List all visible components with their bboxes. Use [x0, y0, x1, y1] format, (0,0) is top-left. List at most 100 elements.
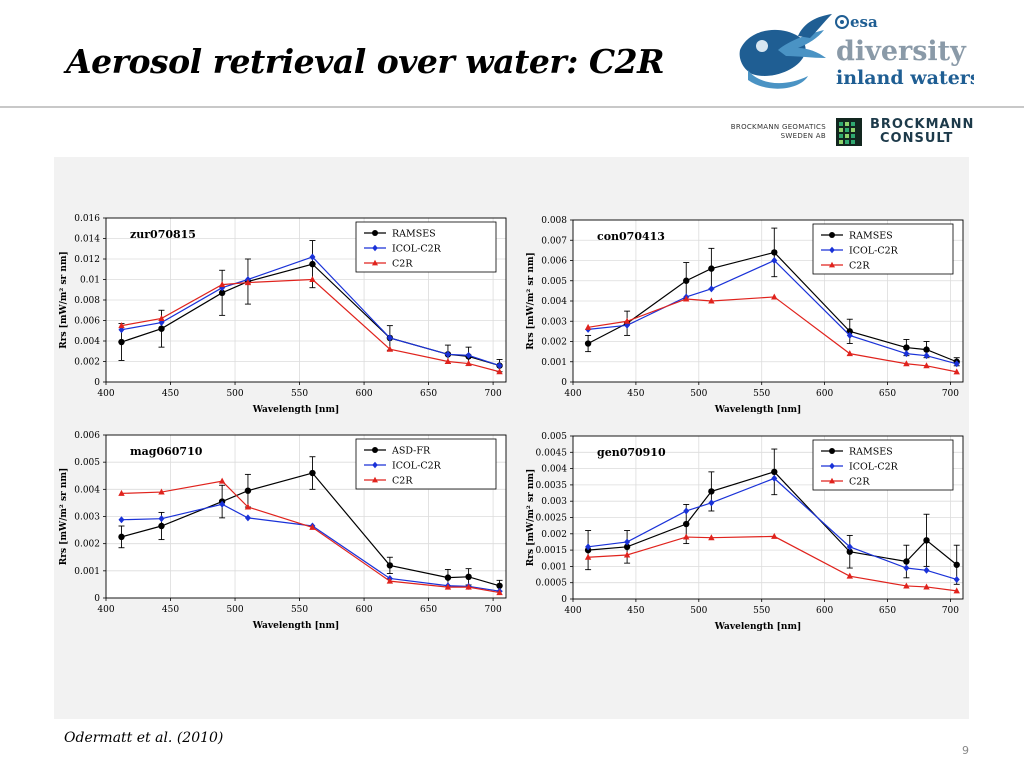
x-tick-label: 400: [564, 389, 581, 399]
data-point: [496, 589, 503, 596]
legend: ASD-FR ICOL-C2R C2R: [355, 438, 497, 490]
data-point: [244, 487, 252, 494]
legend-marker: [829, 261, 835, 268]
series-ICOL-C2R: [118, 253, 503, 370]
x-tick-label: 650: [879, 606, 896, 616]
x-tick-label: 500: [690, 389, 707, 399]
data-point: [158, 522, 165, 530]
data-point: [953, 360, 960, 368]
y-tick-label: 0.004: [74, 485, 100, 495]
data-point: [218, 289, 226, 297]
data-point: [585, 543, 592, 551]
legend-marker: [372, 230, 378, 236]
data-point: [309, 260, 316, 268]
bc-line1: Brockmann: [870, 117, 975, 132]
y-tick-label: 0.004: [541, 465, 567, 475]
data-point: [244, 503, 252, 510]
chart-con070413: 0 0.001 0.002 0.003 0.004 0.005 0.006 0.007 0.00…: [526, 216, 964, 415]
y-tick-label: 0.01: [80, 276, 100, 286]
x-tick-label: 650: [420, 605, 437, 615]
x-tick-label: 500: [226, 605, 243, 615]
data-point: [923, 583, 930, 590]
chart-title: mag060710: [130, 445, 203, 458]
y-tick-label: 0.001: [541, 562, 567, 572]
data-point: [444, 350, 451, 358]
x-tick-label: 700: [485, 605, 502, 615]
data-point: [386, 334, 393, 342]
y-tick-label: 0.003: [74, 513, 100, 523]
legend-marker: [829, 477, 835, 484]
x-tick-label: 550: [753, 606, 770, 616]
y-axis-label: Rrs [mW/m² sr nm]: [526, 252, 536, 349]
legend-label: RAMSES: [849, 447, 893, 458]
y-tick-label: 0.012: [74, 255, 100, 265]
legend-box: [355, 221, 497, 273]
data-point: [309, 523, 316, 530]
data-point: [496, 362, 503, 370]
legend-label: ICOL-C2R: [392, 461, 442, 472]
legend-label: ICOL-C2R: [849, 246, 899, 257]
x-axis-label: Wavelength [nm]: [252, 405, 340, 415]
legend-label: RAMSES: [849, 231, 893, 242]
data-point: [244, 279, 252, 286]
data-point: [118, 338, 125, 346]
y-tick-label: 0.001: [74, 567, 100, 577]
data-point: [771, 249, 778, 256]
y-axis-label: Rrs [mW/m² sr nm]: [59, 251, 69, 348]
data-point: [158, 325, 165, 332]
data-point: [219, 500, 226, 508]
data-point: [158, 488, 165, 495]
series-C2R: [584, 293, 960, 375]
y-axis-label: Rrs [mW/m² sr nm]: [59, 468, 69, 565]
data-point: [309, 253, 316, 261]
y-tick-label: 0: [94, 378, 100, 388]
y-tick-label: 0.008: [74, 296, 100, 306]
x-axis-label: Wavelength [nm]: [714, 622, 802, 632]
data-point: [218, 477, 226, 484]
series-ICOL-C2R: [585, 257, 960, 368]
legend-label: ICOL-C2R: [392, 244, 442, 255]
series-ICOL-C2R: [585, 474, 960, 583]
y-tick-label: 0.003: [541, 317, 567, 327]
partner-logos: Brockmann Geomatics Sweden AB Brockmann …: [730, 118, 973, 150]
data-point: [903, 350, 910, 358]
legend-label: C2R: [392, 476, 413, 487]
esa-mark-icon: [835, 15, 849, 29]
series-RAMSES: [584, 227, 960, 367]
series-ASD-FR: [118, 456, 503, 592]
data-point: [708, 488, 715, 495]
x-axis-label: Wavelength [nm]: [252, 621, 340, 631]
chart-zur070815: 0 0.002 0.004 0.006 0.008 0.01 0.012 0.014 0.016…: [59, 214, 507, 415]
legend-marker: [372, 476, 378, 483]
data-point: [624, 538, 631, 546]
y-tick-label: 0.004: [74, 337, 100, 347]
chart-title: zur070815: [130, 228, 196, 241]
x-tick-label: 700: [485, 389, 502, 399]
data-point: [465, 573, 472, 581]
data-point: [683, 533, 690, 540]
y-tick-label: 0.002: [74, 540, 100, 550]
legend: RAMSES ICOL-C2R C2R: [355, 221, 497, 273]
data-point: [118, 489, 125, 496]
data-point: [846, 548, 853, 555]
x-tick-label: 550: [291, 389, 308, 399]
rrs-spectra-figure: 0 0.002 0.004 0.006 0.008 0.01 0.012 0.014 0.016…: [59, 214, 964, 632]
x-tick-label: 700: [942, 389, 959, 399]
brockmann-consult-text: Brockmann Consult: [870, 118, 974, 146]
x-tick-label: 600: [355, 605, 372, 615]
data-point: [118, 322, 125, 329]
x-axis-label: Wavelength [nm]: [714, 405, 802, 415]
legend-marker: [372, 447, 378, 453]
data-point: [953, 575, 960, 583]
data-point: [683, 277, 690, 284]
legend-marker: [829, 232, 835, 238]
data-point: [923, 362, 930, 369]
y-tick-label: 0.002: [541, 338, 567, 348]
esa-diversity-logo: esa diversity inland waters: [738, 10, 981, 94]
data-point: [309, 469, 316, 477]
title-divider: [0, 106, 1024, 108]
data-point: [903, 344, 910, 351]
y-tick-label: 0.005: [541, 432, 567, 442]
slide-title: Aerosol retrieval over water: C2R: [66, 42, 665, 81]
y-axis-label: Rrs [mW/m² sr nm]: [526, 469, 536, 566]
